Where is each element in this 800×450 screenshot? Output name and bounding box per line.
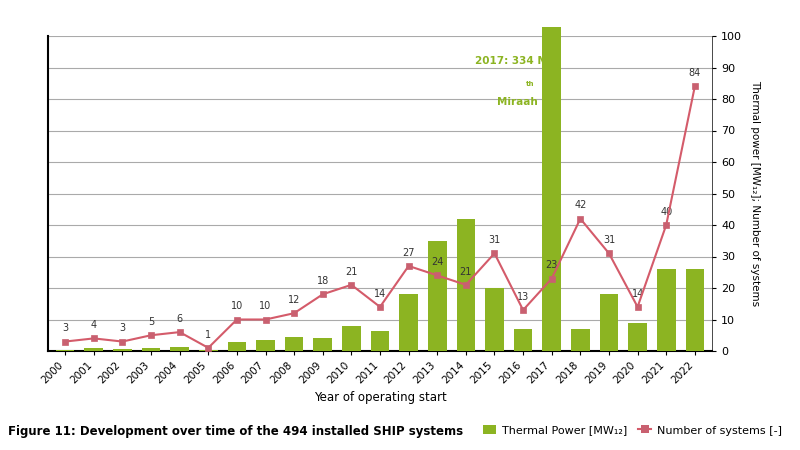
Bar xyxy=(370,330,390,351)
Text: 6: 6 xyxy=(177,314,182,324)
Bar xyxy=(56,350,74,351)
Bar xyxy=(657,269,675,351)
Text: 10: 10 xyxy=(259,301,272,311)
Bar xyxy=(342,326,361,351)
Bar xyxy=(85,348,103,351)
Text: 31: 31 xyxy=(603,235,615,245)
Text: 1: 1 xyxy=(206,329,211,339)
Bar xyxy=(227,342,246,351)
Bar xyxy=(571,329,590,351)
Bar xyxy=(314,338,332,351)
Text: 12: 12 xyxy=(288,295,300,305)
Text: 3: 3 xyxy=(119,323,126,333)
Bar xyxy=(542,27,561,36)
Bar xyxy=(285,337,303,351)
Text: 2017: 334 MW: 2017: 334 MW xyxy=(475,56,559,66)
Text: th: th xyxy=(526,81,534,87)
Text: 40: 40 xyxy=(660,207,672,216)
Text: 10: 10 xyxy=(230,301,243,311)
Bar xyxy=(686,269,704,351)
Bar xyxy=(542,36,561,351)
Text: 4: 4 xyxy=(90,320,97,330)
Bar xyxy=(142,348,160,351)
Bar xyxy=(457,219,475,351)
Text: 21: 21 xyxy=(345,266,358,276)
Text: 27: 27 xyxy=(402,248,415,257)
Bar xyxy=(600,294,618,351)
Text: 21: 21 xyxy=(460,266,472,276)
Bar xyxy=(628,323,647,351)
Text: 24: 24 xyxy=(431,257,443,267)
Text: Miraah: Miraah xyxy=(497,97,538,107)
Legend: Thermal Power [MW₁₂], Number of systems [-]: Thermal Power [MW₁₂], Number of systems … xyxy=(478,421,786,440)
Text: 3: 3 xyxy=(62,323,68,333)
Bar xyxy=(399,294,418,351)
Text: 84: 84 xyxy=(689,68,701,78)
Text: 18: 18 xyxy=(317,276,329,286)
Bar xyxy=(113,349,132,351)
Text: 42: 42 xyxy=(574,200,586,210)
Bar xyxy=(170,347,189,351)
Text: 14: 14 xyxy=(374,288,386,298)
X-axis label: Year of operating start: Year of operating start xyxy=(314,392,446,404)
Text: Figure 11: Development over time of the 494 installed SHIP systems: Figure 11: Development over time of the … xyxy=(8,426,463,438)
Text: 23: 23 xyxy=(546,260,558,270)
Bar xyxy=(485,288,504,351)
Y-axis label: Thermal power [MW₁₂]; Number of systems: Thermal power [MW₁₂]; Number of systems xyxy=(750,81,760,306)
Text: 31: 31 xyxy=(488,235,501,245)
Bar xyxy=(256,340,275,351)
Bar xyxy=(514,329,533,351)
Text: 14: 14 xyxy=(631,288,644,298)
Text: 5: 5 xyxy=(148,317,154,327)
Bar xyxy=(428,241,446,351)
Text: 13: 13 xyxy=(517,292,530,302)
